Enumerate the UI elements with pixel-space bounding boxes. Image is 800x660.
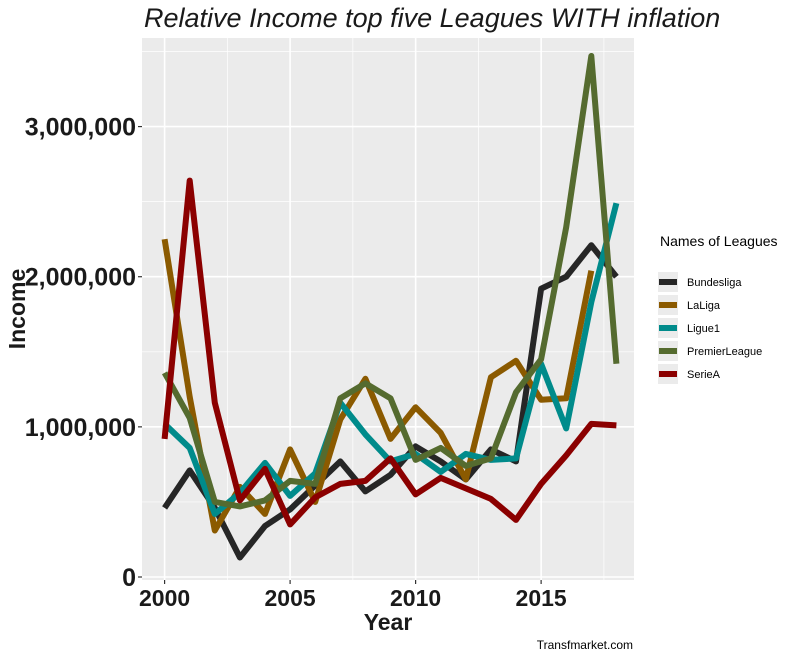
- legend-label-laliga: LaLiga: [687, 300, 721, 312]
- series-line-premierleague: [161, 53, 620, 510]
- legend-items: Bundesliga LaLiga Ligue1 PremierLeague Serie…: [658, 272, 762, 384]
- legend-label-bundesliga: Bundesliga: [687, 277, 742, 289]
- x-tick-label: 2010: [390, 585, 441, 611]
- y-axis-title: Income: [4, 269, 30, 350]
- legend-label-seriea: SerieA: [687, 369, 721, 381]
- series-lines: [161, 53, 620, 561]
- axes: 0 1,000,000 2,000,000 3,000,000 2000 2005 2010…: [25, 114, 567, 611]
- caption: Transfmarket.com: [537, 638, 633, 652]
- x-tick-label: 2000: [139, 585, 190, 611]
- y-tick-label: 1,000,000: [25, 414, 136, 442]
- series-line-bundesliga: [162, 242, 619, 561]
- chart-title: Relative Income top five Leagues WITH in…: [144, 3, 720, 33]
- legend-label-ligue1: Ligue1: [687, 323, 720, 335]
- legend-title: Names of Leagues: [660, 233, 778, 249]
- series-line-seriea: [161, 177, 617, 528]
- y-tick-label: 3,000,000: [25, 114, 136, 142]
- x-tick-label: 2015: [516, 585, 567, 611]
- y-tick-label: 0: [122, 564, 136, 592]
- x-tick-label: 2005: [265, 585, 316, 611]
- x-axis-title: Year: [364, 609, 413, 635]
- legend-label-premierleague: PremierLeague: [687, 346, 762, 358]
- y-tick-label: 2,000,000: [25, 264, 136, 292]
- legend: Names of Leagues Bundesliga LaLiga Ligue1 P…: [658, 233, 778, 384]
